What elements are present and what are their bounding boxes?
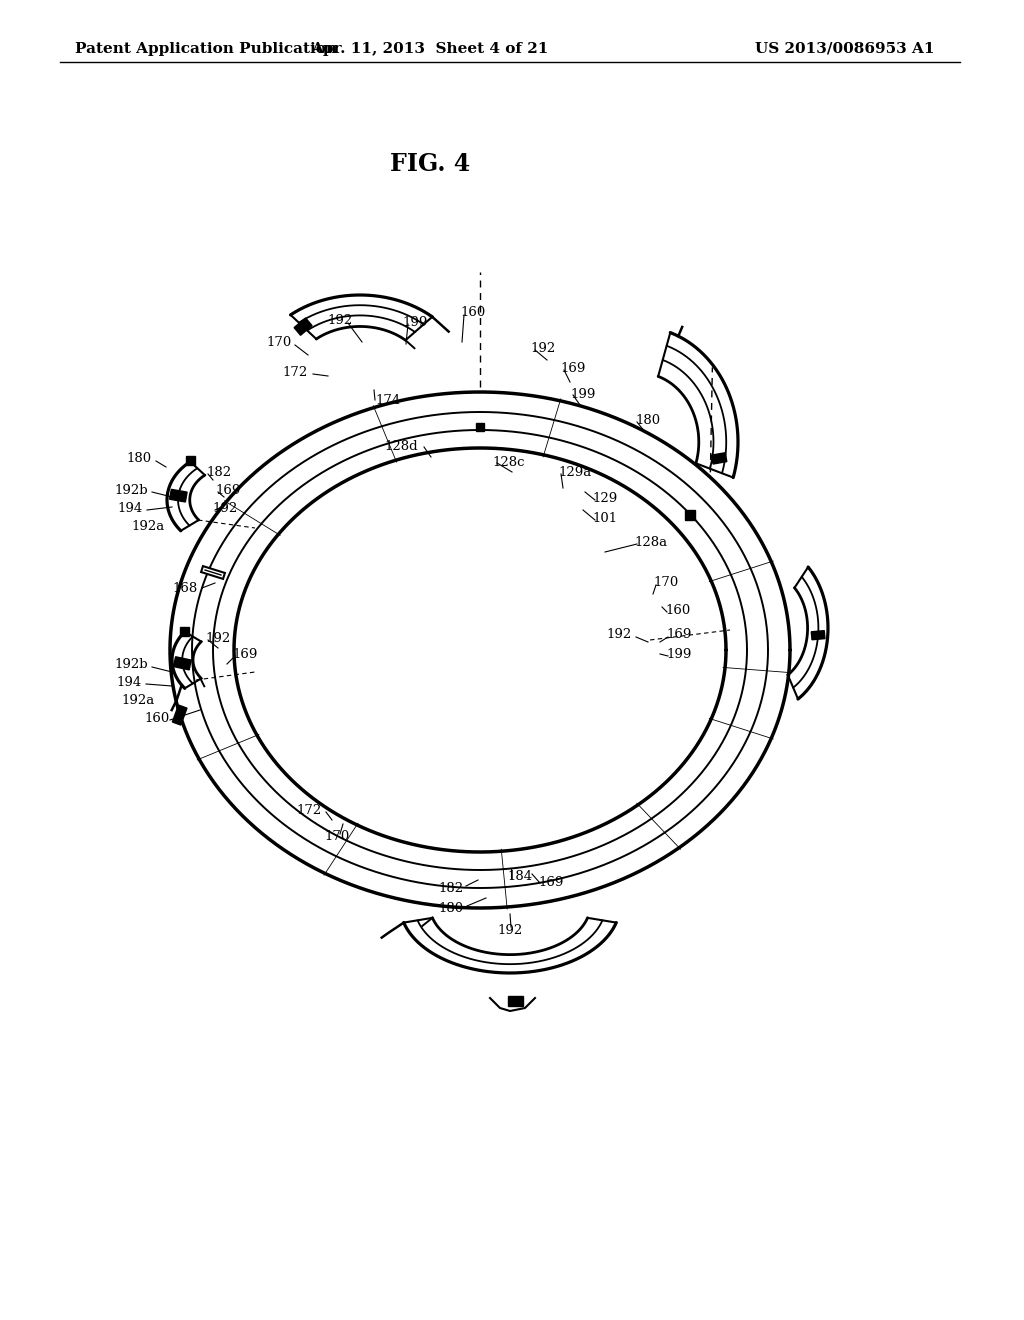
Text: 192: 192 bbox=[607, 628, 632, 642]
Text: 194: 194 bbox=[118, 502, 143, 515]
Bar bbox=[476, 422, 484, 432]
Text: US 2013/0086953 A1: US 2013/0086953 A1 bbox=[755, 42, 935, 55]
Text: 192b: 192b bbox=[115, 659, 148, 672]
Text: 172: 172 bbox=[283, 366, 308, 379]
Text: 199: 199 bbox=[402, 315, 427, 329]
Text: 194: 194 bbox=[117, 676, 142, 689]
Text: 170: 170 bbox=[653, 576, 678, 589]
Bar bbox=[294, 318, 312, 335]
Text: 172: 172 bbox=[297, 804, 322, 817]
Text: 170: 170 bbox=[325, 829, 349, 842]
Text: 169: 169 bbox=[560, 362, 586, 375]
Text: 169: 169 bbox=[666, 628, 691, 642]
Text: Patent Application Publication: Patent Application Publication bbox=[75, 42, 337, 55]
Bar bbox=[180, 627, 189, 636]
Text: 101: 101 bbox=[592, 511, 617, 524]
Text: 192a: 192a bbox=[122, 693, 155, 706]
Text: 192: 192 bbox=[498, 924, 522, 936]
Text: 192b: 192b bbox=[115, 483, 148, 496]
Bar bbox=[712, 453, 727, 465]
Text: 168: 168 bbox=[173, 582, 198, 594]
Text: 199: 199 bbox=[570, 388, 595, 400]
Bar bbox=[173, 657, 191, 669]
Text: 128a: 128a bbox=[634, 536, 667, 549]
Text: 192: 192 bbox=[328, 314, 352, 326]
Text: 180: 180 bbox=[635, 413, 660, 426]
Text: 170: 170 bbox=[266, 335, 292, 348]
Text: 184: 184 bbox=[507, 870, 532, 883]
Text: 192: 192 bbox=[205, 631, 230, 644]
Text: 192: 192 bbox=[212, 502, 238, 515]
Text: 160: 160 bbox=[665, 603, 690, 616]
Text: 169: 169 bbox=[538, 875, 563, 888]
Text: Apr. 11, 2013  Sheet 4 of 21: Apr. 11, 2013 Sheet 4 of 21 bbox=[311, 42, 549, 55]
Text: 180: 180 bbox=[127, 451, 152, 465]
Text: 160: 160 bbox=[460, 305, 485, 318]
Text: 129: 129 bbox=[592, 491, 617, 504]
Text: 160: 160 bbox=[144, 711, 170, 725]
Text: 169: 169 bbox=[232, 648, 257, 660]
Text: 128d: 128d bbox=[384, 440, 418, 453]
Text: 192: 192 bbox=[530, 342, 555, 355]
Text: 169: 169 bbox=[215, 483, 241, 496]
Text: 182: 182 bbox=[206, 466, 231, 479]
Text: FIG. 4: FIG. 4 bbox=[390, 152, 470, 176]
Bar bbox=[811, 631, 825, 640]
Text: 128c: 128c bbox=[492, 455, 524, 469]
Bar bbox=[172, 705, 187, 725]
Text: 199: 199 bbox=[666, 648, 691, 660]
Bar bbox=[185, 457, 195, 465]
Bar bbox=[508, 997, 522, 1006]
Bar bbox=[685, 510, 695, 520]
Text: 174: 174 bbox=[375, 393, 400, 407]
Text: 180: 180 bbox=[439, 902, 464, 915]
Text: 192a: 192a bbox=[132, 520, 165, 533]
Text: 182: 182 bbox=[439, 882, 464, 895]
Bar bbox=[170, 490, 187, 502]
Text: 129a: 129a bbox=[558, 466, 591, 479]
